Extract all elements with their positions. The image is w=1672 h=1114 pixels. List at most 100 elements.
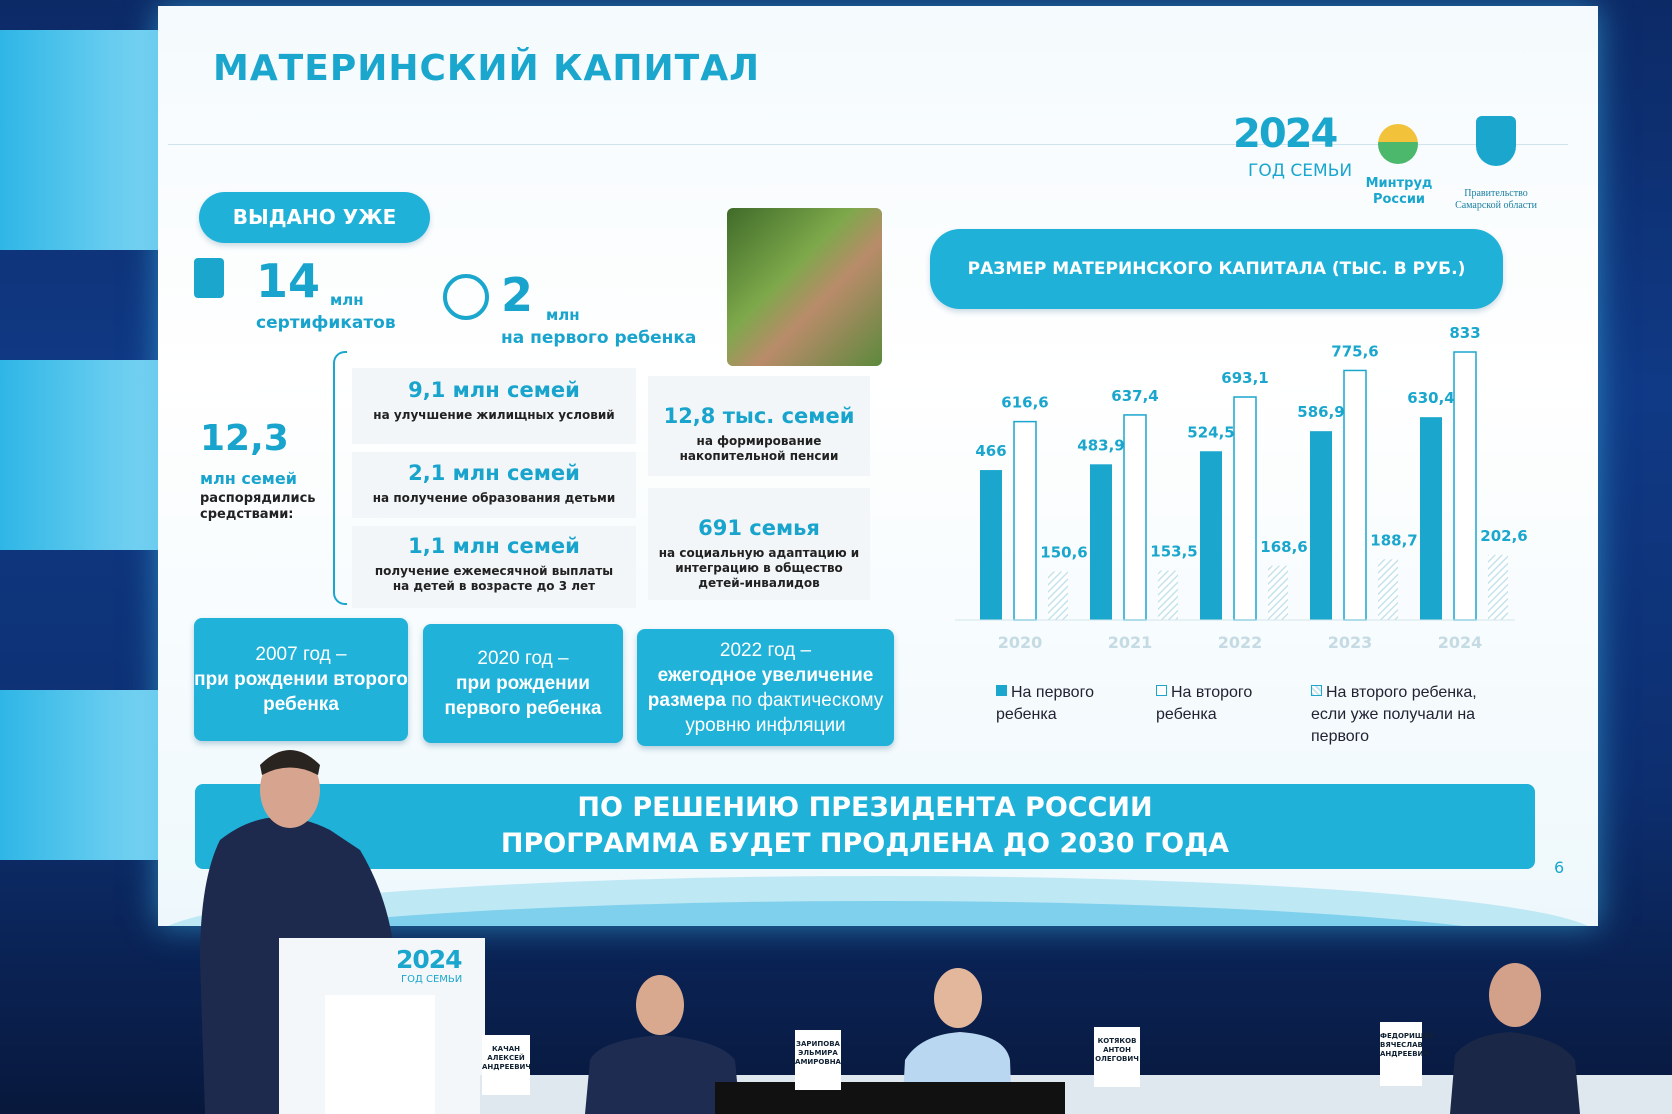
podium-logo-year: 2024 — [396, 945, 463, 974]
milestone-year: 2022 год – — [719, 639, 812, 661]
milestone-text: при рождении второго ребенка — [194, 669, 408, 715]
photo — [727, 208, 882, 366]
value-label: 616,6 — [1001, 394, 1048, 412]
bar — [980, 470, 1002, 620]
slide: МАТЕРИНСКИЙ КАПИТАЛ 2024 ГОД СЕМЬИ Минтр… — [158, 6, 1598, 926]
legend-item: На первого ребенка — [996, 682, 1156, 726]
panelist-head — [636, 975, 684, 1035]
page-number: 6 — [1554, 858, 1565, 877]
x-tick-label: 2023 — [1328, 633, 1373, 652]
milestone-text: при рождении первого ребенка — [444, 673, 602, 719]
first-child-caption: на первого ребенка — [501, 328, 697, 348]
x-tick-label: 2020 — [998, 633, 1043, 652]
brace — [333, 351, 347, 605]
card — [352, 452, 636, 518]
bar — [1378, 559, 1398, 620]
banner-line: ПО РЕШЕНИЮ ПРЕЗИДЕНТА РОССИИ — [577, 792, 1153, 823]
legend-swatch — [1311, 685, 1322, 696]
slide-title: МАТЕРИНСКИЙ КАПИТАЛ — [213, 48, 760, 89]
banner: ПО РЕШЕНИЮ ПРЕЗИДЕНТА РОССИИ ПРОГРАММА Б… — [195, 784, 1535, 869]
certificate-icon — [194, 258, 224, 298]
chart-title: РАЗМЕР МАТЕРИНСКОГО КАПИТАЛА (ТЫС. В РУБ… — [930, 229, 1503, 309]
milestone-year: 2020 год – — [477, 648, 569, 669]
value-label: 524,5 — [1187, 423, 1234, 441]
milestone: 2022 год – ежегодное увеличение размера … — [637, 629, 894, 746]
led-stripe — [0, 30, 160, 250]
value-label: 630,4 — [1407, 389, 1454, 407]
card — [352, 368, 636, 444]
logo-caption: ГОД СЕМЬИ — [1248, 161, 1353, 181]
banner-line: ПРОГРАММА БУДЕТ ПРОДЛЕНА ДО 2030 ГОДА — [500, 828, 1230, 859]
value-label: 188,7 — [1370, 531, 1417, 549]
legend-swatch — [996, 685, 1007, 696]
chart: 2020 466 616,6 150,6 2021 483,9 637,4 153,5 2022… — [955, 324, 1528, 652]
use-purpose: получение ежемесячной выплаты на детей в… — [374, 564, 614, 593]
logo-year: 2024 — [1233, 111, 1338, 157]
legend-label: На второго ребенка, если уже получали на… — [1311, 684, 1477, 745]
ministry-emblem — [1378, 124, 1418, 164]
bar — [1090, 464, 1112, 620]
certificates-number: 14 — [256, 254, 321, 308]
legend-label: На первого ребенка — [996, 684, 1094, 723]
ministry-logo: Минтруд России — [1365, 176, 1433, 207]
child-icon — [443, 274, 489, 320]
milestone: 2007 год – при рождении второго ребенка — [194, 618, 408, 741]
certificates-unit: млн — [330, 291, 364, 309]
legend-label: На второго ребенка — [1156, 684, 1253, 723]
bar — [1488, 554, 1508, 620]
name-plate: КАЧАН АЛЕКСЕЙ АНДРЕЕВИЧ — [482, 1035, 531, 1095]
value-label: 483,9 — [1077, 436, 1124, 454]
podium-logo-caption: ГОД СЕМЬИ — [401, 974, 463, 985]
families-note: распорядились средствами: — [200, 491, 316, 522]
use-amount: 691 семья — [698, 516, 820, 540]
card — [648, 376, 870, 476]
issued-pill: ВЫДАНО УЖЕ — [199, 192, 430, 243]
legend-item: На второго ребенка, если уже получали на… — [1311, 682, 1501, 748]
name-plate: КОТЯКОВ АНТОН ОЛЕГОВИЧ — [1094, 1027, 1140, 1087]
families-caption: млн семей — [200, 469, 297, 488]
bar — [1310, 431, 1332, 620]
panelist-head — [1489, 963, 1541, 1027]
speaker-hair — [260, 750, 320, 775]
first-child-unit: млн — [546, 306, 580, 324]
use-amount: 9,1 млн семей — [408, 378, 580, 402]
use-purpose: на получение образования детьми — [372, 491, 616, 505]
value-label: 466 — [975, 442, 1006, 460]
podium-column — [325, 995, 435, 1114]
first-child-number: 2 — [501, 268, 534, 322]
milestone: 2020 год – при рождении первого ребенка — [423, 624, 623, 743]
x-tick-label: 2021 — [1108, 633, 1153, 652]
families-number: 12,3 — [200, 418, 289, 459]
legend-item: На второго ребенка — [1156, 682, 1311, 726]
value-label: 168,6 — [1260, 538, 1307, 556]
bar — [1420, 417, 1442, 620]
led-stripe — [0, 690, 160, 860]
value-label: 586,9 — [1297, 403, 1344, 421]
value-label: 150,6 — [1040, 544, 1087, 562]
x-tick-label: 2024 — [1438, 633, 1483, 652]
bar — [1048, 571, 1068, 620]
value-label: 637,4 — [1111, 387, 1158, 405]
use-amount: 1,1 млн семей — [408, 534, 580, 558]
use-purpose: на формирование накопительной пенсии — [679, 434, 839, 463]
panelist — [1450, 1032, 1580, 1114]
value-label: 693,1 — [1221, 369, 1268, 387]
panelist-head — [934, 968, 982, 1028]
government-logo: Правительство Самарской области — [1455, 188, 1537, 211]
panelist — [585, 1035, 740, 1114]
bar — [1158, 570, 1178, 620]
legend: На первого ребенка На второго ребенка На в… — [996, 682, 1556, 748]
milestone-text: ежегодное увеличение размера — [647, 664, 874, 711]
value-label: 153,5 — [1150, 543, 1197, 561]
milestone-year: 2007 год – — [255, 644, 347, 665]
milestone-text: по фактическому уровню инфляции — [685, 689, 884, 736]
card — [648, 488, 870, 600]
led-stripe — [0, 360, 160, 550]
bar — [1200, 451, 1222, 620]
use-amount: 2,1 млн семей — [408, 461, 580, 485]
name-plate: ФЕДОРИЩЕВ ВЯЧЕСЛАВ АНДРЕЕВИЧ — [1380, 1022, 1434, 1086]
bar — [1268, 565, 1288, 620]
use-purpose: на социальную адаптацию и интеграцию в о… — [658, 546, 860, 590]
